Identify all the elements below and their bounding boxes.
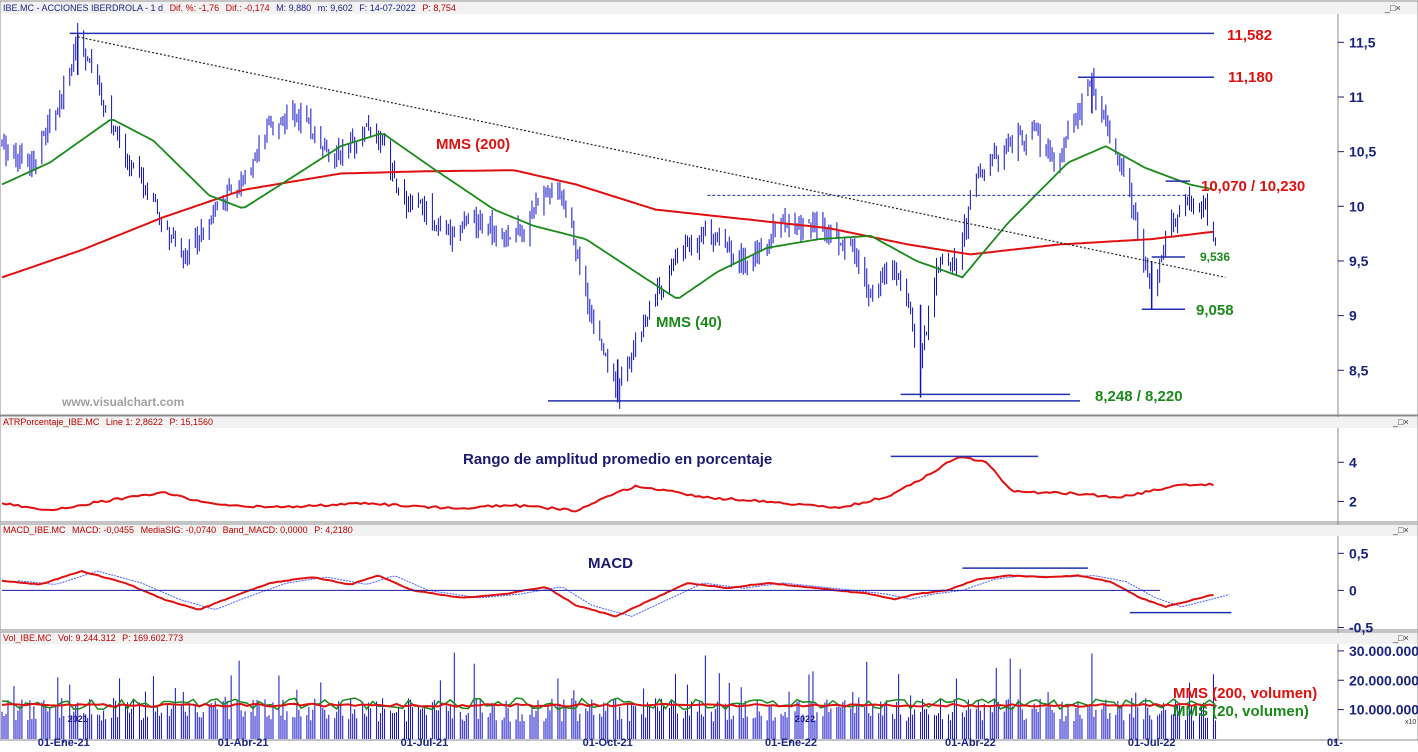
price-y-tick-label: 10: [1349, 198, 1365, 214]
vol-header: Vol_IBE.MC Vol: 9.244.312 P: 169.602.773…: [1, 633, 1417, 644]
indicator-lines: [1, 36, 1230, 618]
macd-header-macd: MACD: -0,0455: [72, 525, 134, 535]
price-candles: [1, 22, 1216, 409]
atr-window-buttons[interactable]: _□×: [1392, 417, 1409, 427]
atr-header-name: ATRPorcentaje_IBE.MC: [3, 417, 100, 427]
macd-y-tick-label: 0: [1349, 582, 1357, 598]
macd-y-tick-label: 0,5: [1349, 545, 1369, 561]
vol-y-tick-label: 10.000.000: [1349, 702, 1418, 718]
svg-text:ATRPorcentaje_IBE.MC Lin: ATRPorcentaje_IBE.MC Line 1: 2,8622 P: 1…: [3, 417, 213, 427]
atr-header-p: P: 15,1560: [169, 417, 213, 427]
atr-y-tick-label: 4: [1349, 454, 1357, 470]
macd-header-signal: MediaSIG: -0,0740: [141, 525, 217, 535]
atr-header: ATRPorcentaje_IBE.MC Line 1: 2,8622 P: 1…: [1, 417, 1417, 428]
x-tick-label: 01-Oct-21: [583, 737, 633, 747]
level-10230-label: 10,070 / 10,230: [1201, 178, 1305, 195]
price-header-dif-pct: Dif. %: -1,76: [170, 3, 220, 13]
macd-header-p: P: 4,2180: [314, 525, 353, 535]
level-11180-label: 11,180: [1228, 69, 1273, 86]
price-y-tick-label: 9: [1349, 308, 1357, 324]
price-y-tick-label: 11,5: [1349, 34, 1376, 50]
svg-text:MACD_IBE.MC MACD: -0,045: MACD_IBE.MC MACD: -0,0455 MediaSIG: -0,0…: [3, 525, 353, 535]
macd-header: MACD_IBE.MC MACD: -0,0455 MediaSIG: -0,0…: [1, 525, 1417, 536]
price-header-dif: Dif.: -0,174: [226, 3, 270, 13]
level-11582-label: 11,582: [1227, 27, 1272, 44]
x-tick-label: 01-Abr-21: [218, 737, 269, 747]
x-tick-label: 01-Jul-22: [1128, 737, 1176, 747]
price-levels: [69, 32, 1232, 614]
x-tick-label: 01-Ene-22: [765, 737, 817, 747]
volume-bars: [1, 652, 1216, 739]
x-tick-label: 01-Jul-21: [401, 737, 449, 747]
price-window-buttons[interactable]: _□×: [1384, 3, 1401, 13]
vol-window-buttons[interactable]: _□×: [1392, 633, 1409, 643]
atr-header-line: Line 1: 2,8622: [106, 417, 163, 427]
watermark: www.visualchart.com: [61, 395, 184, 409]
price-header-p: P: 8,754: [422, 3, 456, 13]
vol-ma20-label: MMS (20, volumen): [1173, 703, 1309, 720]
level-8220-label: 8,248 / 8,220: [1095, 388, 1183, 405]
axes: 11,5 11 10,5 10 9,5 9 8,5 4 2 0,5 0 -0,5 30.000.000 2…: [2, 34, 1418, 749]
vol-header-vol: Vol: 9.244.312: [58, 633, 116, 643]
vol-corner-label: x10: [1405, 719, 1416, 726]
price-y-tick-label: 10,5: [1349, 144, 1376, 160]
atr-y-tick-label: 2: [1349, 493, 1357, 509]
price-y-tick-label: 8,5: [1349, 362, 1369, 378]
level-9536-label: 9,536: [1200, 250, 1230, 264]
vol-header-name: Vol_IBE.MC: [3, 633, 52, 643]
svg-text:IBE.MC - ACCIONES IBERDROLA -: IBE.MC - ACCIONES IBERDROLA - 1 d Dif. %…: [3, 3, 456, 13]
x-tick-label: 01-: [1327, 737, 1343, 747]
atr-line: [1, 456, 1214, 513]
price-header-name: IBE.MC - ACCIONES IBERDROLA - 1 d: [3, 3, 163, 13]
price-y-tick-label: 9,5: [1349, 253, 1369, 269]
svg-text:Vol_IBE.MC Vol: 9.244.31: Vol_IBE.MC Vol: 9.244.312 P: 169.602.773: [3, 633, 183, 643]
level-9058-label: 9,058: [1196, 302, 1234, 319]
price-header-min: m: 9,602: [318, 3, 353, 13]
price-header-max: M: 9,880: [276, 3, 311, 13]
price-header-date: F: 14-07-2022: [359, 3, 416, 13]
price-header: IBE.MC - ACCIONES IBERDROLA - 1 d Dif. %…: [1, 2, 1417, 14]
vol-ma200-label: MMS (200, volumen): [1173, 685, 1317, 702]
vol-header-p: P: 169.602.773: [122, 633, 183, 643]
macd-window-buttons[interactable]: _□×: [1392, 525, 1409, 535]
year-mark: 2021: [68, 714, 88, 724]
trendline: [77, 36, 1226, 278]
ma200-line: [1, 169, 1214, 279]
vol-y-tick-label: 30.000.000: [1349, 643, 1418, 659]
ma40-label: MMS (40): [656, 314, 722, 331]
macd-title: MACD: [588, 555, 633, 572]
vol-y-tick-label: 20.000.000: [1349, 672, 1418, 688]
macd-header-band: Band_MACD: 0,0000: [223, 525, 308, 535]
macd-y-tick-label: -0,5: [1349, 620, 1373, 636]
ma40-line: [1, 118, 1214, 299]
macd-header-name: MACD_IBE.MC: [3, 525, 66, 535]
atr-title: Rango de amplitud promedio en porcentaje: [463, 451, 772, 468]
vol-ma200-line: [1, 702, 1216, 708]
price-y-tick-label: 11: [1349, 89, 1364, 105]
macd-line: [1, 570, 1214, 618]
x-tick-label: 01-Abr-22: [945, 737, 996, 747]
year-mark: 2022: [795, 714, 815, 724]
ma200-label: MMS (200): [436, 136, 510, 153]
x-tick-label: 01-Ene-21: [38, 737, 90, 747]
